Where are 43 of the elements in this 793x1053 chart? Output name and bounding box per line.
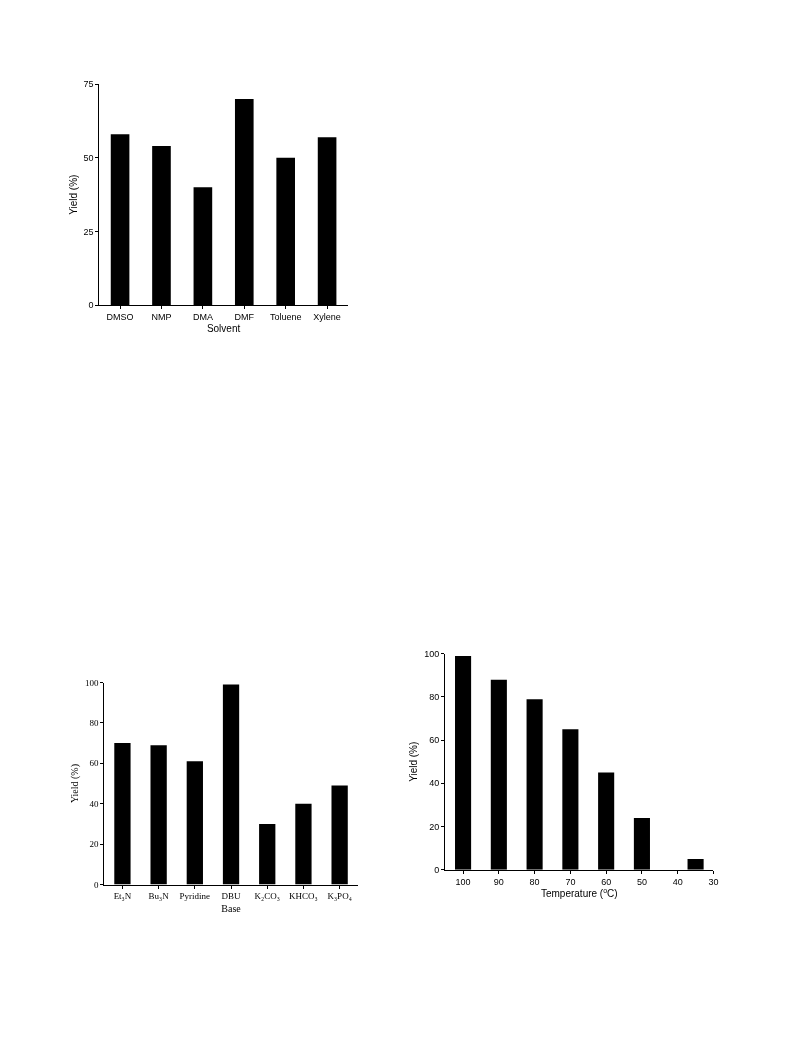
x-tick-label: 100 [455, 876, 471, 887]
x-tick-label: 40 [672, 876, 683, 887]
x-tick-label: DMF [234, 311, 255, 322]
x-tick-label: 60 [601, 876, 612, 887]
y-tick-label: 100 [424, 648, 440, 659]
y-tick-label: 50 [83, 153, 94, 164]
y-tick-label: 40 [89, 798, 100, 809]
x-tick-label: DMA [192, 311, 213, 322]
y-tick-label: 100 [85, 677, 100, 688]
x-tick-label: DBU [221, 891, 242, 902]
x-tick-label: 90 [493, 876, 504, 887]
x-axis-title: Temperature ($^{o}$C) [540, 886, 618, 900]
y-tick-label: 80 [429, 692, 440, 703]
x-tick-label: Toluene [269, 311, 302, 322]
x-tick-label: KHCO₃ [289, 891, 318, 902]
y-tick-label: 0 [94, 879, 100, 890]
x-tick-label: 30 [708, 876, 719, 887]
x-tick-label: 50 [636, 876, 647, 887]
x-tick-label: K₂CO₃ [254, 891, 280, 902]
y-axis-title: Yield (%) [408, 741, 420, 782]
y-axis-title: Yield (%) [69, 763, 82, 804]
y-axis-title: Yield (%) [67, 174, 79, 215]
x-tick-label: NMP [151, 311, 172, 322]
y-tick-label: 25 [83, 226, 94, 237]
y-tick-label: 80 [89, 718, 100, 729]
x-tick-label: Pyridine [179, 891, 211, 902]
x-tick-label: K₃PO₄ [327, 891, 352, 902]
y-tick-label: 40 [429, 778, 440, 789]
y-tick-label: 0 [88, 300, 94, 311]
y-tick-label: 20 [429, 821, 440, 832]
y-tick-label: 60 [89, 758, 100, 769]
x-tick-label: 80 [529, 876, 540, 887]
y-tick-label: 0 [434, 864, 440, 875]
y-tick-label: 20 [89, 839, 100, 850]
x-tick-label: DMSO [106, 311, 134, 322]
x-tick-label: Xylene [313, 311, 341, 322]
y-tick-label: 75 [83, 79, 94, 90]
x-tick-label: Et₃N [113, 891, 132, 902]
x-axis-title: Base [221, 902, 242, 914]
x-tick-label: 70 [565, 876, 576, 887]
y-tick-label: 60 [429, 735, 440, 746]
x-axis-title: Solvent [206, 323, 241, 335]
x-tick-label: Bu₃N [148, 891, 170, 902]
